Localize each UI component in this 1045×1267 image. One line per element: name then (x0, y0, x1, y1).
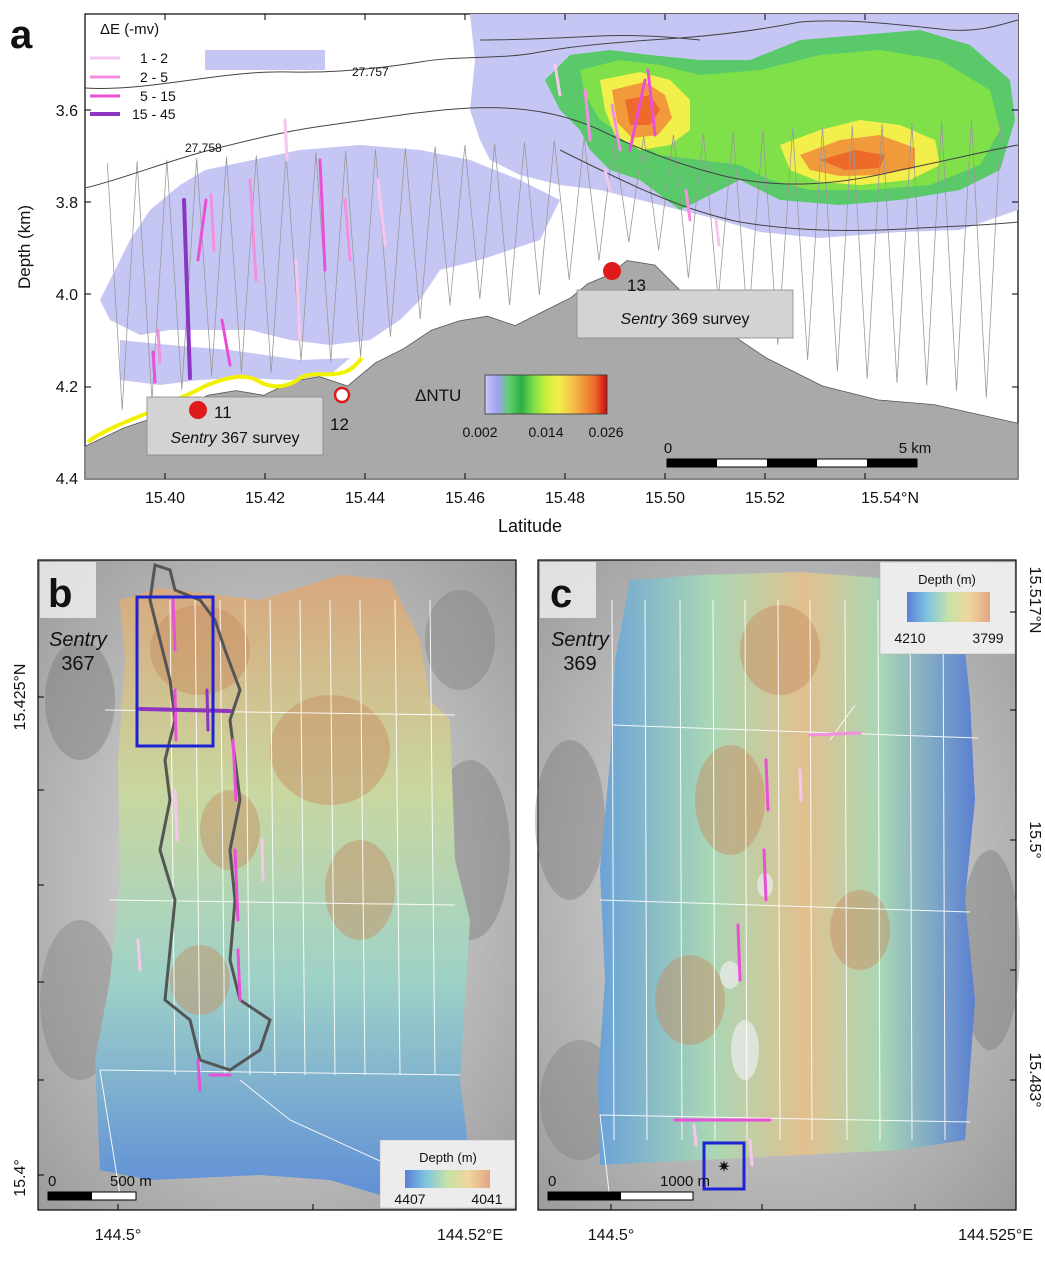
lava-flow-outline (148, 563, 272, 1072)
panel-c-y-tick-0: 15.517°N (1026, 567, 1043, 634)
panel-b-scale-right: 500 m (110, 1173, 152, 1190)
x-tick-0: 15.40 (145, 490, 185, 507)
panel-c-x-tick-1: 144.525°E (958, 1227, 1033, 1244)
panel-c-depth-min: 4210 (894, 630, 925, 646)
panel-c-title-num: 369 (563, 653, 596, 675)
site-11-label: 11 (214, 403, 232, 422)
panel-c-x-tick-0: 144.5° (588, 1227, 634, 1244)
legend-label-1: 2 - 5 (140, 69, 168, 85)
panel-b-depth-colorbar (405, 1170, 490, 1188)
bathymetry-369-mounds (655, 605, 890, 1045)
bathymetry-369 (598, 572, 975, 1165)
y-tick-1: 3.8 (56, 195, 78, 212)
bathymetry-367 (95, 575, 470, 1195)
ntu-colorbar (484, 374, 608, 415)
panel-b-ticks (38, 696, 314, 1210)
colorbar-title: ΔNTU (415, 386, 461, 405)
panel-c-ticks (610, 611, 1016, 1210)
y-tick-2: 4.0 (56, 287, 78, 304)
panel-a-y-axis (85, 109, 1018, 388)
site-11-marker (189, 401, 207, 419)
contour-label-27757: 27.757 (352, 65, 389, 79)
y-tick-0: 3.6 (56, 103, 78, 120)
legend-label-3: 15 - 45 (132, 106, 176, 122)
legend-label-0: 1 - 2 (140, 50, 168, 66)
panel-c-y-tick-1: 15.5° (1026, 821, 1043, 859)
x-tick-5: 15.50 (645, 490, 685, 507)
panel-c-anomaly-segments (673, 731, 862, 1167)
y-axis-label: Depth (km) (15, 205, 34, 289)
panel-c-depth-max: 3799 (972, 630, 1003, 646)
x-tick-7: 15.54°N (861, 490, 919, 507)
panel-c-title-sentry: Sentry (551, 629, 610, 651)
scale-bar-right: 5 km (899, 440, 932, 457)
panel-c-depth-colorbar (907, 592, 990, 622)
panel-b-depth-title: Depth (m) (419, 1150, 477, 1165)
x-tick-2: 15.44 (345, 490, 385, 507)
legend-label-2: 5 - 15 (140, 88, 176, 104)
panel-a: 3.6 3.8 4.0 4.2 4.4 Depth (km) 15.40 15.… (10, 13, 1019, 536)
panel-a-letter: a (10, 13, 33, 57)
survey-label-367: Sentry 367 survey (171, 430, 300, 447)
delta-e-legend: ΔE (-mv) 1 - 2 2 - 5 5 - 15 15 - 45 (90, 21, 176, 122)
vent-star-icon: ✷ (717, 1159, 730, 1176)
panel-b-letter: b (48, 572, 72, 616)
site-12-marker (333, 386, 351, 404)
x-tick-3: 15.46 (445, 490, 485, 507)
y-tick-4: 4.4 (56, 471, 78, 488)
panel-b: b Sentry 367 Depth (m) 4407 4041 0 500 m… (12, 559, 517, 1244)
panel-c-depth-title: Depth (m) (918, 572, 976, 587)
panel-b-title-sentry: Sentry (49, 629, 108, 651)
panel-b-scale-left: 0 (48, 1173, 56, 1190)
panel-a-x-axis (164, 14, 866, 479)
panel-b-x-tick-0: 144.5° (95, 1227, 141, 1244)
tow-yo-track (106, 118, 1002, 411)
site-12-label: 12 (330, 415, 349, 434)
panel-b-title-num: 367 (61, 653, 94, 675)
panel-c-scale-bar (547, 1191, 694, 1201)
panel-b-x-tick-1: 144.52°E (437, 1227, 503, 1244)
panel-c: ✷ c Sentry 369 Depth (m) 4210 3799 0 100… (535, 559, 1043, 1244)
isopycnal-contours (84, 19, 1019, 231)
survey-tracklines-369 (599, 599, 979, 1201)
y-tick-3: 4.2 (56, 379, 78, 396)
panel-c-y-tick-2: 15.483° (1026, 1052, 1043, 1107)
survey-box-369 (576, 289, 794, 339)
panel-b-scale-bar (47, 1191, 137, 1201)
contour-label-27758: 27.758 (185, 141, 222, 155)
x-axis-label: Latitude (498, 516, 562, 536)
scale-bar-left: 0 (664, 440, 672, 457)
survey-box-367 (146, 396, 324, 456)
panel-c-scale-left: 0 (548, 1173, 556, 1190)
x-tick-4: 15.48 (545, 490, 585, 507)
panel-b-y-tick-0: 15.425°N (12, 664, 29, 731)
panel-c-scale-right: 1000 m (660, 1173, 710, 1190)
x-tick-6: 15.52 (745, 490, 785, 507)
delta-e-segments (151, 63, 721, 384)
survey-label-369: Sentry 369 survey (621, 311, 750, 328)
legend-title: ΔE (-mv) (100, 21, 159, 38)
panel-b-depth-min: 4407 (394, 1191, 425, 1207)
site-13-label: 13 (627, 276, 646, 295)
inset-box-369 (702, 1141, 746, 1191)
site-13-marker (603, 262, 621, 280)
panel-b-anomaly-segments (136, 598, 265, 1092)
colorbar-tick-1: 0.014 (528, 424, 563, 440)
x-tick-1: 15.42 (245, 490, 285, 507)
panel-b-depth-max: 4041 (471, 1191, 502, 1207)
panel-b-letter-bg (40, 562, 96, 618)
colorbar-tick-0: 0.002 (462, 424, 497, 440)
colorbar-tick-2: 0.026 (588, 424, 623, 440)
scale-bar-5km (666, 458, 918, 468)
panel-b-y-tick-1: 15.4° (12, 1159, 29, 1197)
panel-c-letter-bg (540, 562, 596, 618)
inset-box-367 (135, 595, 215, 748)
panel-c-letter: c (550, 572, 572, 616)
